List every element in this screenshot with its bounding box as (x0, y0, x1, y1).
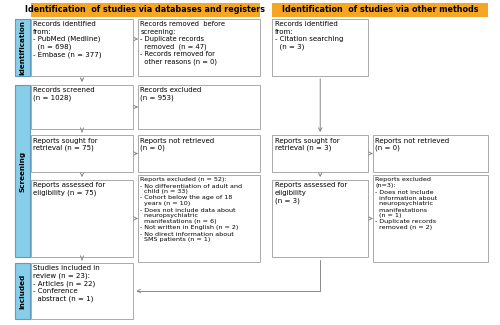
FancyBboxPatch shape (373, 135, 488, 172)
FancyBboxPatch shape (30, 180, 134, 257)
Text: Records identified
from:
- Citation searching
  (n = 3): Records identified from: - Citation sear… (274, 21, 343, 50)
FancyBboxPatch shape (272, 3, 488, 17)
FancyBboxPatch shape (138, 175, 260, 262)
Text: Identification: Identification (20, 20, 26, 75)
Text: Records removed  before
screening:
- Duplicate records
  removed  (n = 47)
- Rec: Records removed before screening: - Dupl… (140, 21, 226, 65)
FancyBboxPatch shape (16, 85, 30, 257)
Text: Reports sought for
retrieval (n = 3): Reports sought for retrieval (n = 3) (274, 137, 340, 151)
FancyBboxPatch shape (272, 180, 368, 257)
FancyBboxPatch shape (30, 3, 260, 17)
Text: Identification  of studies via other methods: Identification of studies via other meth… (282, 6, 478, 15)
Text: Screening: Screening (20, 150, 26, 191)
Text: Records excluded
(n = 953): Records excluded (n = 953) (140, 87, 202, 101)
Text: Reports assessed for
eligibility (n = 75): Reports assessed for eligibility (n = 75… (33, 183, 106, 196)
Text: Reports excluded (n = 52):
- No differentiation of adult and
  child (n = 33)
- : Reports excluded (n = 52): - No differen… (140, 177, 242, 242)
Text: Studies included in
review (n = 23):
- Articles (n = 22)
- Conference
  abstract: Studies included in review (n = 23): - A… (33, 266, 100, 302)
FancyBboxPatch shape (138, 135, 260, 172)
Text: Reports not retrieved
(n = 0): Reports not retrieved (n = 0) (140, 137, 214, 151)
FancyBboxPatch shape (30, 85, 134, 129)
Text: Records screened
(n = 1028): Records screened (n = 1028) (33, 87, 94, 101)
FancyBboxPatch shape (138, 19, 260, 76)
Text: Records identified
from:
- PubMed (Medline)
  (n = 698)
- Embase (n = 377): Records identified from: - PubMed (Medli… (33, 21, 102, 58)
FancyBboxPatch shape (272, 19, 368, 76)
FancyBboxPatch shape (30, 135, 134, 172)
Text: Identification  of studies via databases and registers: Identification of studies via databases … (26, 6, 266, 15)
Text: Reports not retrieved
(n = 0): Reports not retrieved (n = 0) (376, 137, 450, 151)
FancyBboxPatch shape (16, 263, 30, 319)
FancyBboxPatch shape (373, 175, 488, 262)
FancyBboxPatch shape (16, 19, 30, 76)
FancyBboxPatch shape (272, 135, 368, 172)
Text: Included: Included (20, 273, 26, 309)
Text: Reports sought for
retrieval (n = 75): Reports sought for retrieval (n = 75) (33, 137, 98, 151)
FancyBboxPatch shape (30, 19, 134, 76)
FancyBboxPatch shape (30, 263, 134, 319)
Text: Reports excluded
(n=3):
- Does not include
  information about
  neuropsychiatri: Reports excluded (n=3): - Does not inclu… (376, 177, 438, 230)
Text: Reports assessed for
eligibility
(n = 3): Reports assessed for eligibility (n = 3) (274, 183, 347, 203)
FancyBboxPatch shape (138, 85, 260, 129)
